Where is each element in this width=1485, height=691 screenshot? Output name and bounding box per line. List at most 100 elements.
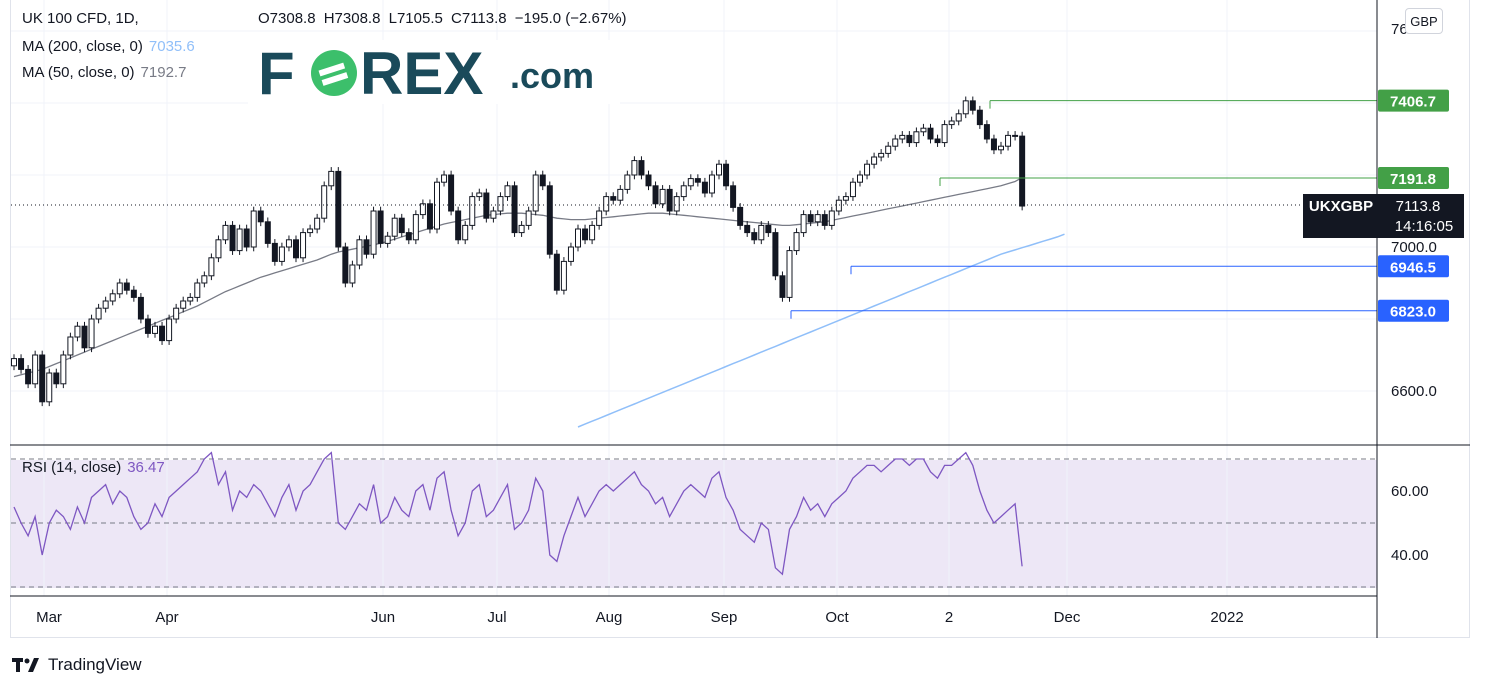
- forex-logo: F REX .com: [248, 40, 620, 107]
- logo-dotcom: .com: [510, 55, 594, 96]
- candle-body: [314, 217, 321, 230]
- logo-coin-icon: [311, 50, 357, 96]
- currency-label: GBP: [1410, 13, 1438, 29]
- last-price-countdown: 14:16:05: [1395, 218, 1453, 235]
- low-value: L7105.5: [388, 10, 443, 27]
- candle-body: [356, 239, 363, 266]
- level-tag-label: 7406.7: [1390, 94, 1436, 111]
- candle-body: [525, 210, 532, 226]
- candle-body: [137, 296, 144, 320]
- candle-body: [194, 282, 201, 298]
- candle-body: [377, 210, 384, 244]
- candle-body: [793, 232, 800, 252]
- candle-body: [1019, 135, 1026, 207]
- candle-body: [201, 275, 208, 284]
- candle-body: [751, 232, 758, 241]
- ma200-value: 7035.6: [148, 38, 195, 55]
- candle-body: [765, 224, 772, 234]
- candle-body: [1005, 134, 1012, 147]
- candle-body: [419, 203, 426, 216]
- level-tag: [1378, 299, 1449, 322]
- chart-frame: [10, 0, 1470, 638]
- candle-body: [617, 188, 624, 201]
- symbol-title: UK 100 CFD, 1D,: [22, 10, 139, 27]
- candle-body: [807, 214, 814, 223]
- candle-body: [257, 210, 264, 223]
- rsi-legend[interactable]: RSI (14, close) 36.47: [22, 459, 165, 476]
- ohlc-legend: O7308.8 H7308.8 L7105.5 C7113.8 −195.0 (…: [258, 10, 631, 27]
- candle-body: [998, 145, 1004, 151]
- candle-body: [250, 210, 257, 248]
- candle-body: [532, 174, 539, 212]
- currency-button[interactable]: GBP: [1405, 8, 1443, 34]
- candle-body: [39, 354, 46, 403]
- candle-body: [469, 196, 476, 226]
- candle-body: [518, 224, 525, 234]
- candle-body: [673, 196, 680, 212]
- candle-body: [906, 134, 913, 144]
- candle-body: [582, 228, 589, 241]
- candle-body: [659, 188, 666, 205]
- candle-body: [666, 188, 673, 212]
- candle-body: [236, 228, 243, 252]
- candle-body: [941, 124, 948, 144]
- candle-body: [800, 214, 807, 234]
- candle-body: [744, 224, 751, 234]
- candle-body: [293, 239, 299, 259]
- candle-body: [88, 318, 95, 349]
- tradingview-name: TradingView: [48, 655, 142, 674]
- candle-body: [687, 178, 694, 187]
- ma200-legend[interactable]: MA (200, close, 0) 7035.6: [22, 38, 195, 55]
- candle-body: [758, 224, 765, 241]
- candle-body: [546, 185, 553, 255]
- candle-body: [307, 228, 314, 234]
- candle-body: [109, 293, 116, 302]
- candle-body: [370, 210, 377, 255]
- candle-body: [398, 217, 405, 234]
- open-value: O7308.8: [258, 10, 316, 27]
- candle-body: [426, 203, 433, 230]
- candle-body: [11, 358, 17, 367]
- last-price-symbol: UKXGBP: [1309, 198, 1373, 215]
- rsi-tick-label: 40.00: [1391, 547, 1429, 564]
- candle-body: [448, 174, 455, 212]
- candle-body: [955, 113, 962, 122]
- candle-body: [278, 246, 285, 262]
- price-tags: 7406.7 7191.8 6946.5 6823.0 UKXGBP 7113.8 14:1…: [1303, 89, 1464, 322]
- tradingview-brand[interactable]: TradingView: [12, 655, 142, 675]
- time-tick-label: 2022: [1210, 609, 1243, 626]
- tradingview-logo-icon: [12, 658, 39, 672]
- rsi-line: [13, 451, 1023, 576]
- candle-body: [46, 372, 53, 403]
- ma50-legend[interactable]: MA (50, close, 0) 7192.7: [22, 64, 186, 81]
- candle-body: [737, 206, 744, 226]
- candle-body: [1012, 134, 1019, 137]
- candle-body: [708, 174, 715, 194]
- candle-body: [95, 307, 102, 320]
- time-tick-label: 2: [945, 609, 953, 626]
- forex-logo-svg: F REX .com: [258, 40, 594, 107]
- candle-body: [229, 224, 236, 252]
- candle-body: [166, 318, 173, 342]
- candle-body: [208, 257, 215, 277]
- candle-body: [215, 239, 222, 259]
- level-tag: [1378, 89, 1449, 112]
- candle-body: [18, 358, 25, 370]
- candle-body: [60, 354, 67, 385]
- candle-body: [560, 260, 567, 291]
- time-tick-label: Jul: [487, 609, 506, 626]
- candle-body: [483, 192, 490, 219]
- candle-body: [976, 109, 983, 126]
- candle-body: [434, 181, 440, 230]
- candle-body: [187, 296, 194, 302]
- candle-body: [144, 318, 151, 334]
- candle-body: [723, 163, 730, 187]
- candle-body: [631, 160, 638, 176]
- candle-body: [814, 214, 821, 223]
- candle-body: [849, 181, 856, 198]
- ma50-layer: [13, 177, 1023, 378]
- candle-body: [857, 174, 863, 183]
- candle-body: [539, 174, 546, 187]
- level-tag-label: 6946.5: [1390, 259, 1436, 276]
